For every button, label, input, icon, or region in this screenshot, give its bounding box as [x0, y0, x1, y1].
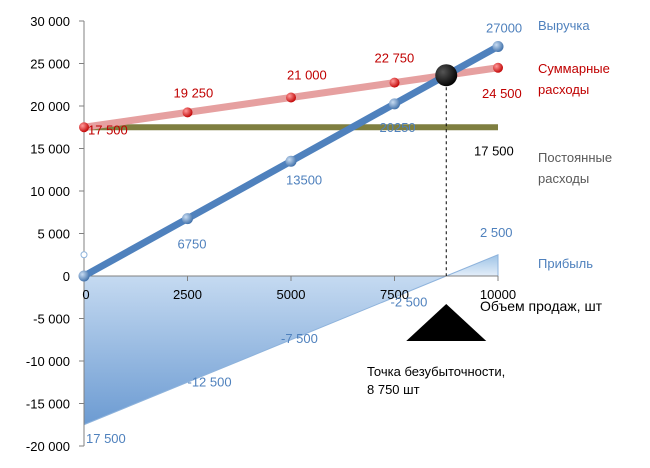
total-cost-data-label: 21 000: [287, 68, 327, 83]
y-tick-label: -15 000: [26, 397, 70, 412]
x-tick-label: 7500: [380, 287, 409, 302]
profit-data-label: 2 500: [480, 225, 513, 240]
y-tick-label: 15 000: [30, 142, 70, 157]
total-cost-point: [286, 92, 296, 103]
profit-data-label: -2 500: [391, 294, 428, 309]
y-tick-label: 10 000: [30, 184, 70, 199]
y-tick-label: -10 000: [26, 354, 70, 369]
legend-total-cost-line2: расходы: [538, 82, 589, 97]
revenue-data-label: 27000: [486, 21, 522, 36]
legend-fixed-cost-line1: Постоянные: [538, 150, 612, 165]
revenue-data-label: 20250: [380, 120, 416, 135]
break-even-point-marker: [435, 64, 458, 87]
revenue-point: [389, 98, 400, 110]
y-tick-label: 25 000: [30, 57, 70, 72]
x-tick-label: 5000: [277, 287, 306, 302]
total-cost-data-label: 22 750: [375, 51, 415, 66]
legend-fixed-cost-line2: расходы: [538, 171, 589, 186]
total-cost-data-label: 17 500: [88, 122, 128, 137]
chart-markers: [78, 41, 504, 282]
total-cost-point: [493, 62, 503, 73]
profit-data-label: -12 500: [188, 374, 232, 389]
legend-profit: Прибыль: [538, 256, 593, 271]
break-even-label: Точка безубыточности,: [367, 364, 505, 379]
x-axis-title: Объем продаж, шт: [480, 298, 603, 314]
profit-origin-marker: [80, 251, 88, 259]
revenue-data-label: 6750: [178, 237, 207, 252]
x-tick-label: 0: [82, 287, 89, 302]
y-tick-label: 0: [63, 269, 70, 284]
revenue-point: [285, 155, 297, 167]
chart-data-labels: 6750 13500 20250 27000 17 500 19 250 21 000 22 …: [86, 21, 522, 446]
fixed-cost-data-label: 17 500: [474, 143, 514, 158]
revenue-point: [78, 270, 90, 282]
break-even-value: 8 750 шт: [367, 382, 420, 397]
revenue-point: [182, 213, 193, 225]
y-tick-label: -5 000: [33, 312, 70, 327]
total-cost-data-label: 19 250: [174, 85, 214, 100]
y-tick-label: 20 000: [30, 99, 70, 114]
break-even-triangle: [406, 304, 487, 341]
y-tick-label: 5 000: [37, 227, 70, 242]
x-tick-label: 10000: [480, 287, 516, 302]
revenue-data-label: 13500: [286, 172, 322, 187]
revenue-point: [492, 41, 504, 52]
legend-total-cost-line1: Суммарные: [538, 61, 610, 76]
x-axis-ticks: 0 2500 5000 7500 10000: [82, 276, 516, 302]
total-cost-point: [182, 107, 193, 118]
legend-revenue: Выручка: [538, 18, 590, 33]
y-tick-label: -20 000: [26, 439, 70, 454]
total-cost-point: [389, 77, 400, 88]
profit-gain-area: [446, 254, 499, 277]
profit-data-label: 17 500: [86, 431, 126, 446]
y-axis-ticks: 30 000 25 000 20 000 15 000 10 000 5 000 0 -5 0…: [26, 14, 84, 454]
total-cost-data-label: 24 500: [482, 86, 522, 101]
profit-data-label: -7 500: [281, 331, 318, 346]
y-tick-label: 30 000: [30, 14, 70, 29]
x-tick-label: 2500: [173, 287, 202, 302]
total-cost-point: [79, 122, 89, 133]
